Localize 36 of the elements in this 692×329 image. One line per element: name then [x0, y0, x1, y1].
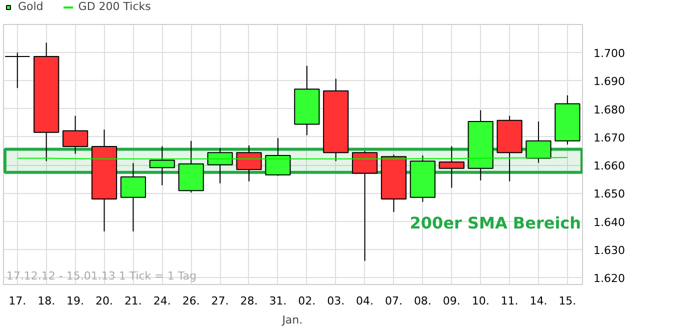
legend-label: GD 200 Ticks: [78, 0, 151, 13]
y-tick-label: 1.660: [594, 160, 625, 173]
x-tick-label: 14.: [530, 294, 548, 308]
x-tick-label: 27.: [211, 294, 229, 308]
x-tick-label: 21.: [124, 294, 142, 308]
candlestick: [4, 52, 30, 89]
x-tick-label: 10.: [472, 294, 490, 308]
x-tick-label: 08.: [414, 294, 432, 308]
x-tick-label: 15.: [558, 294, 576, 308]
x-tick-label: 26.: [182, 294, 200, 308]
x-tick-label: 04.: [356, 294, 374, 308]
y-tick-label: 1.700: [594, 47, 625, 60]
x-tick-label: 11.: [500, 294, 518, 308]
y-tick-label: 1.620: [594, 272, 625, 285]
x-tick-label: 24.: [153, 294, 171, 308]
y-tick-label: 1.650: [594, 188, 625, 201]
y-tick-label: 1.670: [594, 131, 625, 144]
x-tick-label: 19.: [66, 294, 84, 308]
x-tick-label: 02.: [298, 294, 316, 308]
x-tick-label: 09.: [442, 294, 460, 308]
y-tick-label: 1.690: [594, 75, 625, 88]
annotation: 17.12.12 - 15.01.13 1 Tick = 1 Tag: [6, 270, 197, 282]
candlestick: [438, 146, 464, 188]
legend-label: Gold: [18, 0, 44, 13]
y-tick-label: 1.640: [594, 216, 625, 229]
y-tick-label: 1.630: [594, 244, 625, 257]
x-tick-label: 17.: [8, 294, 26, 308]
x-tick-label: 03.: [327, 294, 345, 308]
text: Jan.: [281, 314, 303, 326]
x-tick-label: 20.: [96, 294, 113, 308]
y-tick-label: 1.680: [594, 103, 625, 116]
x-tick-label: 18.: [38, 294, 56, 308]
x-tick-label: 31.: [269, 294, 287, 308]
band-label: 200er SMA Bereich: [410, 214, 582, 233]
x-tick-label: 28.: [240, 294, 258, 308]
x-tick-label: 07.: [385, 294, 402, 308]
